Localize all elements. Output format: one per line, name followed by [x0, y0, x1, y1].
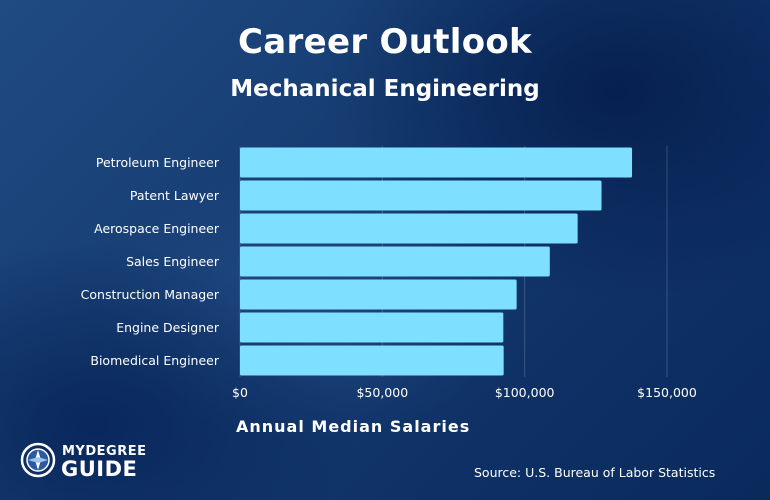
logo-text-top: MYDEGREE: [62, 444, 147, 459]
x-tick-label: $150,000: [637, 385, 697, 400]
category-label: Construction Manager: [81, 287, 220, 302]
category-label: Engine Designer: [116, 320, 220, 335]
compass-badge-icon: [20, 442, 56, 478]
category-label: Patent Lawyer: [130, 188, 220, 203]
x-axis-label: Annual Median Salaries: [236, 417, 471, 436]
x-tick-label: $100,000: [495, 385, 555, 400]
chart-subtitle: Mechanical Engineering: [230, 76, 540, 102]
bar: [240, 279, 517, 310]
category-label: Sales Engineer: [126, 254, 220, 269]
bar: [240, 345, 504, 376]
chart-title: Career Outlook: [238, 22, 532, 62]
category-label: Aerospace Engineer: [94, 221, 220, 236]
category-label: Petroleum Engineer: [96, 155, 220, 170]
mydegree-guide-logo[interactable]: MYDEGREE GUIDE: [20, 442, 147, 482]
x-tick-label: $50,000: [356, 385, 408, 400]
bar: [240, 180, 602, 211]
bar: [240, 246, 550, 277]
source-note: Source: U.S. Bureau of Labor Statistics: [474, 465, 716, 480]
x-tick-label: $0: [232, 385, 248, 400]
bar: [240, 312, 504, 343]
bar: [240, 147, 633, 178]
category-label: Biomedical Engineer: [90, 353, 219, 368]
bar: [240, 213, 578, 244]
logo-text-bottom: GUIDE: [61, 457, 138, 481]
